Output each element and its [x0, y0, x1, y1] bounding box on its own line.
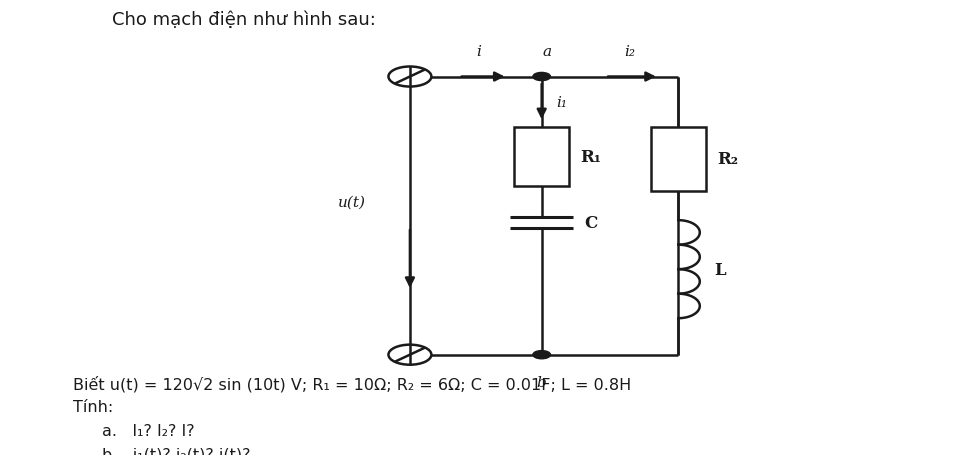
Text: Cho mạch điện như hình sau:: Cho mạch điện như hình sau: [112, 11, 376, 29]
Text: R₁: R₁ [581, 148, 602, 166]
Text: i₁: i₁ [556, 96, 567, 109]
Text: Biết u(t) = 120√2 sin (10t) V; R₁ = 10Ω; R₂ = 6Ω; C = 0.01F; L = 0.8H: Biết u(t) = 120√2 sin (10t) V; R₁ = 10Ω;… [73, 375, 631, 392]
Text: i: i [476, 45, 480, 59]
Text: Tính:: Tính: [73, 399, 113, 414]
Bar [514, 127, 569, 187]
Text: b.   i₁(t)? i₂(t)? i(t)?: b. i₁(t)? i₂(t)? i(t)? [102, 446, 251, 455]
Text: R₂: R₂ [717, 151, 739, 168]
Text: L: L [714, 261, 726, 278]
Text: i₂: i₂ [624, 45, 635, 59]
Circle shape [533, 351, 550, 359]
Text: C: C [585, 214, 598, 232]
Text: a.   I₁? I₂? I?: a. I₁? I₂? I? [102, 423, 195, 438]
Bar [651, 127, 706, 191]
Text: b: b [537, 375, 547, 389]
Text: a: a [542, 45, 551, 59]
Circle shape [533, 73, 550, 81]
Text: u(t): u(t) [338, 196, 366, 209]
